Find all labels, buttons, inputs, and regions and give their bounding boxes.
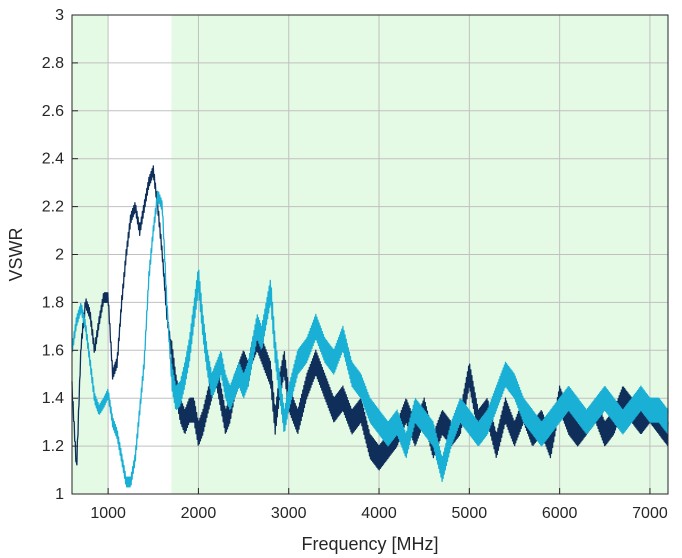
x-tick-label: 7000 [632,505,668,522]
y-tick-label: 2.6 [42,103,64,120]
y-tick-label: 1.2 [42,438,64,455]
series-line-1 [71,165,669,471]
x-tick-label: 4000 [361,505,397,522]
y-tick-label: 1.6 [42,342,64,359]
x-tick-label: 3000 [271,505,307,522]
y-axis-label: VSWR [6,227,26,281]
x-axis-ticks: 1000 2000 3000 4000 5000 6000 7000 [90,488,668,522]
x-tick-label: 2000 [181,505,217,522]
y-axis-ticks: 1 1.2 1.4 1.6 1.8 2 2.2 2.4 2.6 2.8 3 [42,7,78,503]
y-tick-label: 2.4 [42,151,64,168]
y-tick-label: 3 [55,7,64,24]
x-tick-label: 1000 [90,505,126,522]
y-tick-label: 1 [55,486,64,503]
y-tick-label: 1.8 [42,294,64,311]
y-tick-label: 2 [55,247,64,264]
series-line-2 [71,190,669,488]
y-tick-label: 1.4 [42,390,64,407]
x-tick-label: 6000 [542,505,578,522]
x-tick-label: 5000 [452,505,488,522]
x-axis-label: Frequency [MHz] [301,534,438,554]
series-layer [71,165,669,488]
y-tick-label: 2.8 [42,55,64,72]
y-tick-label: 2.2 [42,199,64,216]
